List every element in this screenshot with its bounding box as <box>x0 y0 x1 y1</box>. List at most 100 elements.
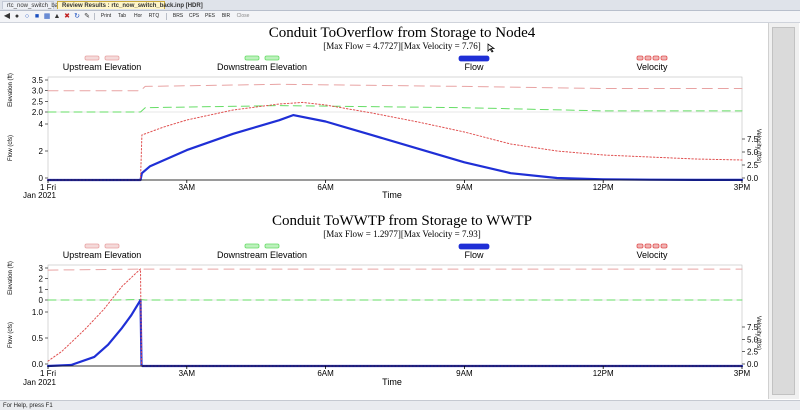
flow-tick-label: 4 <box>39 120 44 129</box>
mouse-cursor-icon <box>487 43 496 53</box>
legend-downstream-elevation-symbol <box>244 55 280 61</box>
bir-button[interactable]: BIR <box>221 13 231 19</box>
downstream-elevation-line <box>47 105 743 113</box>
chart-toWWTP: Conduit ToWWTP from Storage to WWTP[Max … <box>8 213 761 387</box>
circle-icon[interactable]: ○ <box>24 13 30 20</box>
pes-button[interactable]: PES <box>204 13 215 19</box>
x-axis-title: Time <box>382 190 402 200</box>
x-tick-label: 3AM <box>179 369 196 378</box>
x-tick-label: 1 Fri <box>40 183 56 192</box>
status-text: For Help, press F1 <box>3 403 53 409</box>
x-tick-label: 3PM <box>734 183 751 192</box>
legend-swatch <box>660 243 668 249</box>
velocity-tick-label: 5.0 <box>747 148 759 157</box>
velocity-tick-label: 0.0 <box>747 360 759 369</box>
tab-rtc-now-switch-back[interactable]: rtc_now_switch_back.inp <box>2 1 74 9</box>
back-arrow-icon[interactable]: ◀ <box>3 11 11 20</box>
legend-swatch <box>652 55 660 61</box>
refresh-icon[interactable]: ↻ <box>74 13 80 20</box>
velocity-tick-label: 2.5 <box>747 161 759 170</box>
flow-tick-label: 0.5 <box>32 334 44 343</box>
legend-velocity-label: Velocity <box>636 62 668 72</box>
legend-swatch <box>84 243 100 249</box>
print-button[interactable]: Print <box>100 13 112 19</box>
x-tick-label: 12PM <box>593 369 614 378</box>
legend-swatch <box>644 55 652 61</box>
flow-tick-label: 0.0 <box>32 360 44 369</box>
velocity-tick-label: 7.5 <box>747 135 759 144</box>
tab-button[interactable]: Tab <box>117 13 127 19</box>
velocity-axis-title: Velocity (ft/s) <box>755 316 761 350</box>
velocity-tick-label: 0.0 <box>747 174 759 183</box>
flow-axis-title: Flow (cfs) <box>8 135 14 161</box>
legend-flow-label: Flow <box>464 250 484 260</box>
legend-swatch <box>644 243 652 249</box>
tab-review-results[interactable]: Review Results : rtc_now_switch_back.inp… <box>57 1 203 9</box>
flow-tick-label: 0 <box>39 174 44 183</box>
legend-velocity-symbol <box>636 243 668 249</box>
record-icon[interactable]: ● <box>14 13 20 20</box>
x-axis-title: Time <box>382 377 402 387</box>
legend-swatch <box>264 243 280 249</box>
velocity-line <box>47 101 743 181</box>
elevation-tick-label: 2 <box>39 275 44 284</box>
legend-swatch <box>458 55 490 62</box>
legend-upstream-elevation-symbol <box>84 243 120 249</box>
toolbar-separator <box>94 13 95 20</box>
horizontal-button[interactable]: Hor <box>133 13 143 19</box>
document-tab-strip: rtc_now_switch_back.inp Review Results :… <box>0 0 800 11</box>
velocity-line <box>47 268 743 367</box>
legend-swatch <box>104 55 120 61</box>
plot-frame <box>47 264 743 367</box>
upstream-elevation-line <box>47 268 743 271</box>
velocity-tick-label: 2.5 <box>747 348 759 357</box>
delete-icon[interactable]: ✖ <box>64 13 70 20</box>
elevation-tick-label: 3.0 <box>32 87 44 96</box>
elevation-axis-title: Elevation (ft) <box>8 73 14 107</box>
flow-tick-label: 2 <box>39 147 44 156</box>
flow-line <box>46 299 744 368</box>
chart-subtitle: [Max Flow = 4.7727][Max Velocity = 7.76] <box>323 41 480 51</box>
results-toolbar: ◀ ● ○ ■ ▦ ▲ ✖ ↻ ✎ Print Tab Hor RTQ BRS … <box>0 11 800 23</box>
elevation-axis-title: Elevation (ft) <box>8 261 14 295</box>
velocity-axis-title: Velocity (ft/s) <box>755 129 761 163</box>
legend-upstream-elevation-symbol <box>84 55 120 61</box>
flow-tick-label: 1.0 <box>32 308 44 317</box>
chart-icon[interactable]: ▦ <box>43 13 51 20</box>
elevation-tick-label: 3 <box>39 264 44 273</box>
legend-flow-symbol <box>458 243 490 250</box>
elevation-tick-label: 1 <box>39 285 44 294</box>
chart-title: Conduit ToWWTP from Storage to WWTP <box>272 213 532 229</box>
elevation-tick-label: 0 <box>39 296 44 305</box>
velocity-tick-label: 5.0 <box>747 335 759 344</box>
rtq-button[interactable]: RTQ <box>148 13 160 19</box>
brs-button[interactable]: BRS <box>172 13 184 19</box>
cps-button[interactable]: CPS <box>188 13 200 19</box>
chart-subtitle: [Max Flow = 1.2977][Max Velocity = 7.93] <box>323 229 480 239</box>
scrollbar-thumb[interactable] <box>772 27 795 395</box>
square-icon[interactable]: ■ <box>34 13 40 20</box>
legend-swatch <box>636 55 644 61</box>
legend-swatch <box>660 55 668 61</box>
legend-swatch <box>636 243 644 249</box>
velocity-tick-label: 7.5 <box>747 323 759 332</box>
legend-swatch <box>458 243 490 250</box>
vertical-scrollbar[interactable] <box>768 23 799 399</box>
elevation-tick-label: 3.5 <box>32 76 44 85</box>
export-icon[interactable]: ▲ <box>53 13 61 20</box>
upstream-elevation-line <box>47 83 743 92</box>
close-button[interactable]: Close <box>236 13 250 19</box>
x-tick-label: 1 Fri <box>40 369 56 378</box>
x-tick-label: 3PM <box>734 369 751 378</box>
flow-line <box>46 114 744 182</box>
legend-swatch <box>264 55 280 61</box>
legend-velocity-label: Velocity <box>636 250 668 260</box>
edit-icon[interactable]: ✎ <box>84 13 90 20</box>
legend-swatch <box>84 55 100 61</box>
x-tick-label: 6AM <box>317 183 334 192</box>
toolbar-separator <box>166 13 167 20</box>
legend-swatch <box>244 55 260 61</box>
x-tick-label: 12PM <box>593 183 614 192</box>
x-date-label: Jan 2021 <box>23 378 56 387</box>
legend-swatch <box>244 243 260 249</box>
